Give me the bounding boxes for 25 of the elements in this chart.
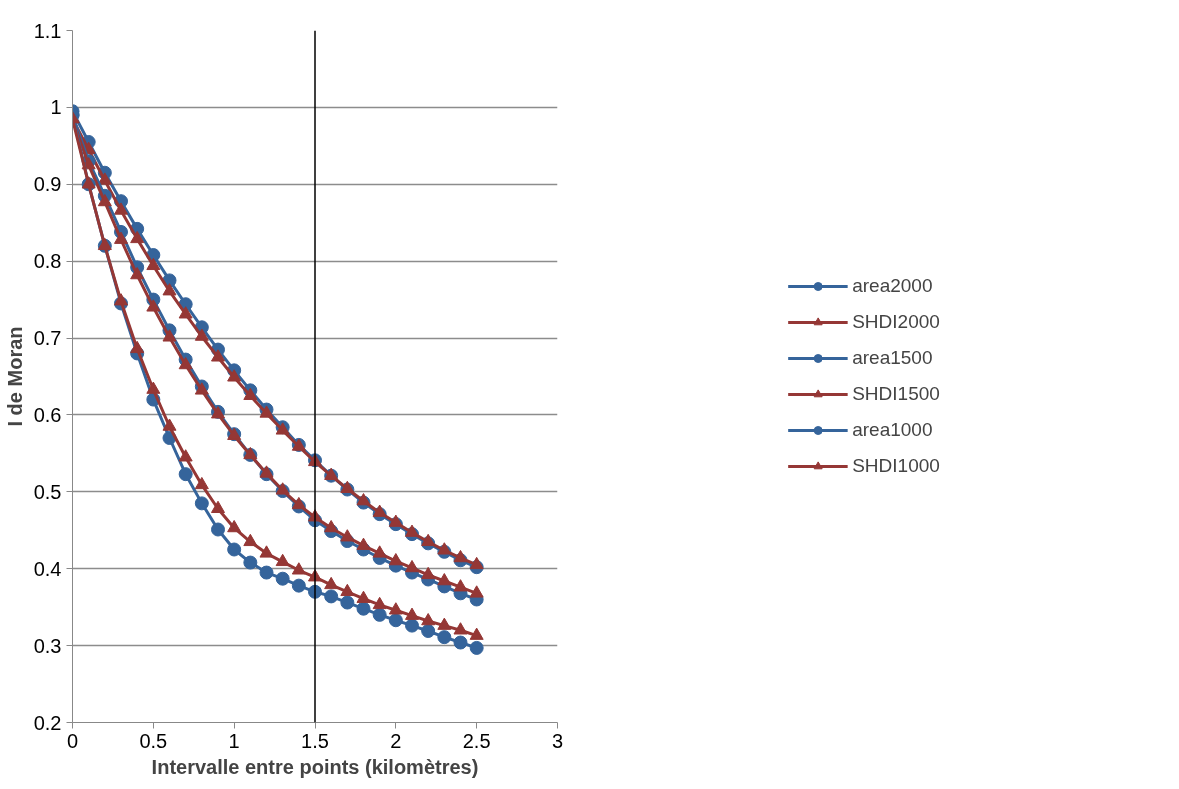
y-axis-title: I de Moran bbox=[3, 326, 26, 427]
y-tick-label: 0.9 bbox=[33, 173, 62, 196]
y-tick-label: 0.8 bbox=[33, 250, 62, 273]
y-tick-label: 0.5 bbox=[33, 480, 62, 503]
y-tick-label: 0.3 bbox=[33, 634, 62, 657]
y-tick-label: 0.7 bbox=[33, 327, 62, 350]
x-tick-label: 1 bbox=[228, 729, 240, 752]
legend-label: SHDI1000 bbox=[852, 455, 940, 477]
x-tick-label: 3 bbox=[551, 729, 564, 752]
legend-label: area1500 bbox=[852, 347, 933, 369]
legend-label: SHDI2000 bbox=[852, 311, 940, 333]
y-tick-label: 1 bbox=[50, 96, 62, 119]
y-tick-label: 1.1 bbox=[33, 19, 62, 42]
x-tick-label: 2.5 bbox=[462, 729, 491, 752]
x-tick-label: 0 bbox=[66, 729, 79, 752]
x-tick-label: 1.5 bbox=[301, 729, 329, 752]
y-tick-label: 0.2 bbox=[33, 711, 62, 734]
y-tick-label: 0.6 bbox=[33, 403, 62, 426]
y-tick-label: 0.4 bbox=[33, 557, 62, 580]
x-tick-label: 0.5 bbox=[139, 729, 168, 752]
legend-label: area2000 bbox=[852, 275, 933, 297]
x-axis-title: Intervalle entre points (kilomètres) bbox=[151, 755, 479, 778]
legend-label: SHDI1500 bbox=[852, 383, 940, 405]
legend-label: area1000 bbox=[852, 419, 933, 441]
x-tick-label: 2 bbox=[390, 729, 402, 752]
